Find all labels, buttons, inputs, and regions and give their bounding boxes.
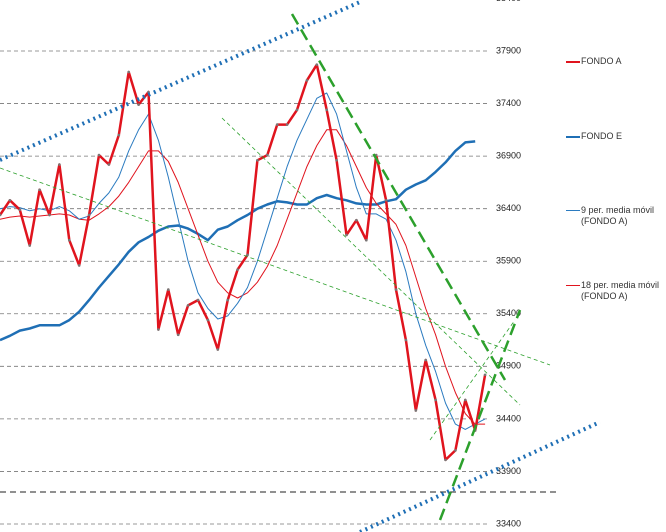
data-point — [315, 63, 319, 66]
legend-label: FONDO A — [581, 56, 622, 66]
data-point — [424, 358, 428, 362]
legend-label: 18 per. media móvil (FONDO A) — [581, 280, 660, 301]
legend-swatch — [566, 210, 580, 211]
data-point — [454, 449, 457, 452]
data-point — [305, 79, 309, 82]
y-tick-label: 34400 — [496, 413, 521, 423]
series-line — [0, 63, 487, 462]
legend-label: FONDO E — [581, 131, 623, 141]
y-tick-label: 33400 — [496, 518, 521, 528]
legend-swatch — [566, 285, 580, 286]
data-point — [226, 298, 229, 302]
data-point — [325, 108, 329, 112]
data-point — [266, 153, 269, 157]
data-point — [206, 318, 210, 322]
data-point — [127, 70, 130, 74]
trend-line — [0, 167, 551, 366]
y-tick-label: 35400 — [496, 308, 521, 318]
data-point — [157, 328, 160, 331]
data-point — [18, 208, 22, 212]
data-point — [137, 103, 140, 106]
data-point — [28, 244, 32, 247]
series-line — [0, 140, 476, 342]
data-point — [167, 288, 170, 291]
data-point — [216, 348, 220, 351]
data-point — [285, 123, 289, 126]
trend-line — [438, 309, 522, 521]
data-point — [68, 238, 71, 242]
data-point — [256, 159, 259, 162]
data-point — [384, 198, 388, 202]
legend-label: 9 per. media móvil (FONDO A) — [581, 205, 655, 226]
legend-swatch — [566, 61, 580, 63]
data-point — [295, 108, 299, 112]
data-point — [345, 233, 348, 237]
data-point — [444, 458, 447, 462]
data-point — [365, 238, 368, 242]
data-point — [394, 288, 398, 291]
y-tick-label: 37900 — [496, 45, 521, 55]
data-point — [414, 409, 418, 412]
data-point — [77, 264, 81, 267]
data-point — [48, 213, 51, 217]
y-tick-label: 37400 — [496, 98, 521, 108]
trend-line — [221, 117, 521, 406]
y-tick-label: 36400 — [496, 203, 521, 213]
data-point — [246, 253, 249, 257]
legend-swatch — [566, 136, 580, 138]
data-point — [434, 398, 437, 402]
data-point — [236, 268, 239, 271]
y-tick-label: 33900 — [496, 466, 521, 476]
series-line — [0, 92, 486, 430]
data-point — [186, 304, 190, 307]
data-point — [58, 163, 61, 166]
plot — [0, 63, 487, 462]
y-tick-label: 38400 — [496, 0, 521, 3]
trend-line — [290, 13, 507, 381]
data-point — [404, 338, 408, 342]
trend-line — [429, 319, 516, 441]
data-point — [117, 133, 121, 137]
data-point — [176, 333, 180, 337]
y-tick-label: 36900 — [496, 150, 521, 160]
data-point — [107, 163, 111, 166]
data-point — [355, 218, 358, 222]
data-point — [275, 123, 279, 126]
data-point — [8, 198, 12, 202]
data-point — [464, 398, 467, 402]
data-point — [196, 298, 200, 302]
data-point — [335, 159, 338, 162]
data-point — [38, 188, 41, 192]
data-point — [97, 153, 101, 157]
trend-lines — [0, 0, 601, 532]
data-point — [0, 213, 2, 217]
y-tick-label: 34900 — [496, 361, 521, 371]
grid: 33400 33900 34400 34900 35400 35900 36400 36900… — [0, 0, 521, 528]
y-tick-label: 35900 — [496, 256, 521, 266]
data-point — [483, 373, 487, 377]
channel-line — [359, 420, 601, 532]
data-point — [87, 213, 91, 217]
